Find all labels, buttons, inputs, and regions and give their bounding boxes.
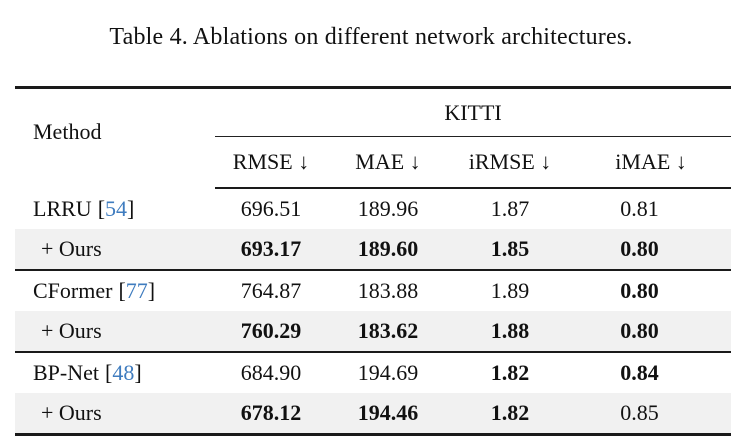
value-cell-rmse: 693.17 [215,229,327,270]
method-name: + Ours [41,318,102,343]
value-cell-rmse: 678.12 [215,393,327,435]
table-row-bpnet: BP-Net [48] 684.90 194.69 1.82 0.84 [15,351,732,393]
value-cell-irmse: 1.89 [449,269,571,311]
column-header-imae: iMAE ↓ [571,136,732,189]
method-name: CFormer [33,278,113,303]
table-row-lrru-ours: + Ours 693.17 189.60 1.85 0.80 [15,229,732,270]
value-cell-rmse: 764.87 [215,269,327,311]
value-cell-irmse: 1.85 [449,229,571,270]
value-cell-irmse: 1.82 [449,351,571,393]
method-cell: CFormer [77] [15,269,215,311]
column-header-rmse: RMSE ↓ [215,136,327,189]
table-row-cformer: CFormer [77] 764.87 183.88 1.89 0.80 [15,269,732,311]
column-group-header-kitti: KITTI [215,87,732,137]
method-name: + Ours [41,236,102,261]
header-row-metrics: RMSE ↓ MAE ↓ iRMSE ↓ iMAE ↓ [15,136,732,189]
value-cell-rmse: 760.29 [215,311,327,352]
value-cell-mae: 183.88 [327,269,449,311]
value-cell-imae: 0.80 [571,229,732,270]
value-cell-irmse: 1.88 [449,311,571,352]
method-cell: LRRU [54] [15,188,215,229]
value-cell-mae: 189.60 [327,229,449,270]
table-row-cformer-ours: + Ours 760.29 183.62 1.88 0.80 [15,311,732,352]
value-cell-imae: 0.84 [571,351,732,393]
value-cell-imae: 0.85 [571,393,732,435]
value-cell-irmse: 1.87 [490,196,530,221]
value-cell-imae: 0.81 [620,196,659,221]
value-cell-rmse: 696.51 [240,196,302,221]
method-cell: + Ours [15,311,215,352]
ablation-table: Method KITTI RMSE ↓ MAE ↓ iRMSE ↓ iMAE ↓… [15,86,732,436]
value-cell-rmse: 684.90 [215,351,327,393]
method-name: LRRU [33,195,92,221]
citation-link[interactable]: 77 [125,278,148,303]
column-header-method: Method [33,118,102,144]
method-name: + Ours [41,400,102,425]
value-cell-mae: 189.96 [357,196,419,221]
column-header-irmse: iRMSE ↓ [449,136,571,189]
citation: [54] [97,195,135,221]
method-name: BP-Net [33,360,99,385]
citation-link[interactable]: 54 [105,195,128,221]
table-caption: Table 4. Ablations on different network … [109,24,633,50]
method-cell: + Ours [15,393,215,435]
table-row-lrru: LRRU [54] 696.51 189.96 1.87 0.81 [15,188,731,229]
value-cell-mae: 194.69 [327,351,449,393]
method-cell: BP-Net [48] [15,351,215,393]
value-cell-imae: 0.80 [571,269,732,311]
method-cell: + Ours [15,229,215,270]
value-cell-mae: 183.62 [327,311,449,352]
citation: [48] [105,360,142,385]
value-cell-irmse: 1.82 [449,393,571,435]
table-row-bpnet-ours: + Ours 678.12 194.46 1.82 0.85 [15,393,732,435]
value-cell-imae: 0.80 [571,311,732,352]
citation-link[interactable]: 48 [112,360,135,385]
value-cell-mae: 194.46 [327,393,449,435]
citation: [77] [118,278,156,303]
header-row-top: Method KITTI [15,87,732,144]
column-header-mae: MAE ↓ [327,136,449,189]
